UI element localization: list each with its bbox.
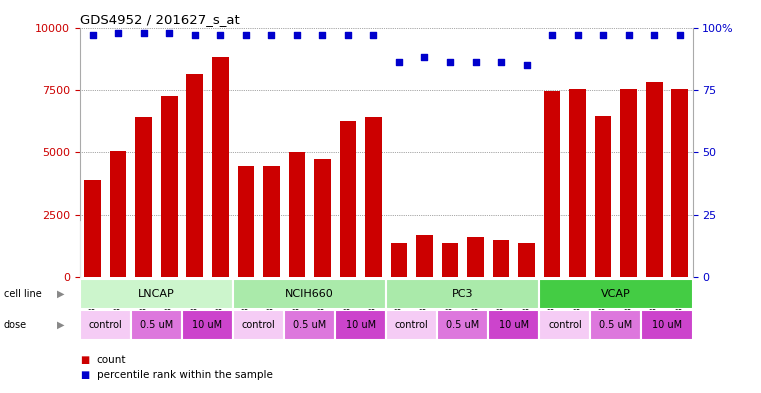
Text: NCIH660: NCIH660 (285, 289, 334, 299)
Text: ▶: ▶ (57, 320, 65, 330)
Bar (569, 89, 586, 277)
Bar (518, 243, 535, 277)
Text: cell line: cell line (4, 289, 42, 299)
Bar (284, 310, 335, 340)
Bar (540, 279, 693, 309)
Point (214, 32, 226, 38)
Bar (161, 96, 177, 277)
Bar (591, 310, 642, 340)
Bar (416, 235, 433, 277)
Text: 10 uM: 10 uM (345, 320, 376, 330)
Bar (263, 166, 279, 277)
Text: dose: dose (4, 320, 27, 330)
Text: ■: ■ (80, 370, 89, 380)
Bar (467, 237, 484, 277)
Text: VCAP: VCAP (601, 289, 631, 299)
Point (419, 54, 431, 61)
Point (189, 32, 201, 38)
Point (673, 32, 686, 38)
Bar (233, 279, 386, 309)
Point (112, 29, 124, 36)
Point (342, 32, 354, 38)
Point (317, 32, 329, 38)
Bar (212, 57, 228, 277)
Bar (110, 151, 126, 277)
Bar (135, 118, 152, 277)
Point (266, 32, 278, 38)
Bar (441, 243, 458, 277)
Bar (314, 158, 331, 277)
Bar (646, 83, 663, 277)
Bar (182, 310, 233, 340)
Text: 10 uM: 10 uM (652, 320, 682, 330)
Bar (642, 310, 693, 340)
Bar (80, 279, 233, 309)
Point (163, 29, 175, 36)
Point (368, 32, 380, 38)
Text: control: control (548, 320, 581, 330)
Text: 10 uM: 10 uM (498, 320, 529, 330)
Bar (335, 310, 386, 340)
Text: percentile rank within the sample: percentile rank within the sample (97, 370, 272, 380)
Text: PC3: PC3 (452, 289, 473, 299)
Point (622, 32, 635, 38)
Bar (339, 121, 356, 277)
Bar (365, 118, 382, 277)
Point (240, 32, 252, 38)
Point (546, 32, 559, 38)
Text: control: control (242, 320, 275, 330)
Point (521, 62, 533, 68)
Bar (84, 180, 101, 277)
Bar (671, 89, 688, 277)
Bar (288, 152, 305, 277)
Bar (595, 116, 612, 277)
Bar (493, 240, 509, 277)
Bar (80, 310, 131, 340)
Bar (131, 310, 182, 340)
Bar (438, 310, 489, 340)
Point (495, 59, 507, 66)
Point (138, 29, 150, 36)
Point (87, 32, 99, 38)
Text: 0.5 uM: 0.5 uM (140, 320, 173, 330)
Bar (620, 89, 637, 277)
Bar (390, 243, 407, 277)
Bar (544, 91, 560, 277)
Text: 0.5 uM: 0.5 uM (293, 320, 326, 330)
Bar (186, 73, 203, 277)
Text: GDS4952 / 201627_s_at: GDS4952 / 201627_s_at (80, 13, 240, 26)
Text: 0.5 uM: 0.5 uM (446, 320, 479, 330)
Point (648, 32, 661, 38)
Point (470, 59, 482, 66)
Bar (237, 166, 254, 277)
Text: ■: ■ (80, 354, 89, 365)
Text: control: control (395, 320, 428, 330)
Text: ▶: ▶ (57, 289, 65, 299)
Text: 0.5 uM: 0.5 uM (600, 320, 632, 330)
Bar (233, 310, 284, 340)
Bar (540, 310, 591, 340)
Text: 10 uM: 10 uM (193, 320, 223, 330)
Text: control: control (88, 320, 123, 330)
Text: LNCAP: LNCAP (138, 289, 175, 299)
Bar (386, 310, 438, 340)
Point (291, 32, 303, 38)
Point (572, 32, 584, 38)
Point (597, 32, 610, 38)
Text: count: count (97, 354, 126, 365)
Bar (386, 279, 540, 309)
Point (393, 59, 405, 66)
Bar (489, 310, 540, 340)
Point (444, 59, 456, 66)
